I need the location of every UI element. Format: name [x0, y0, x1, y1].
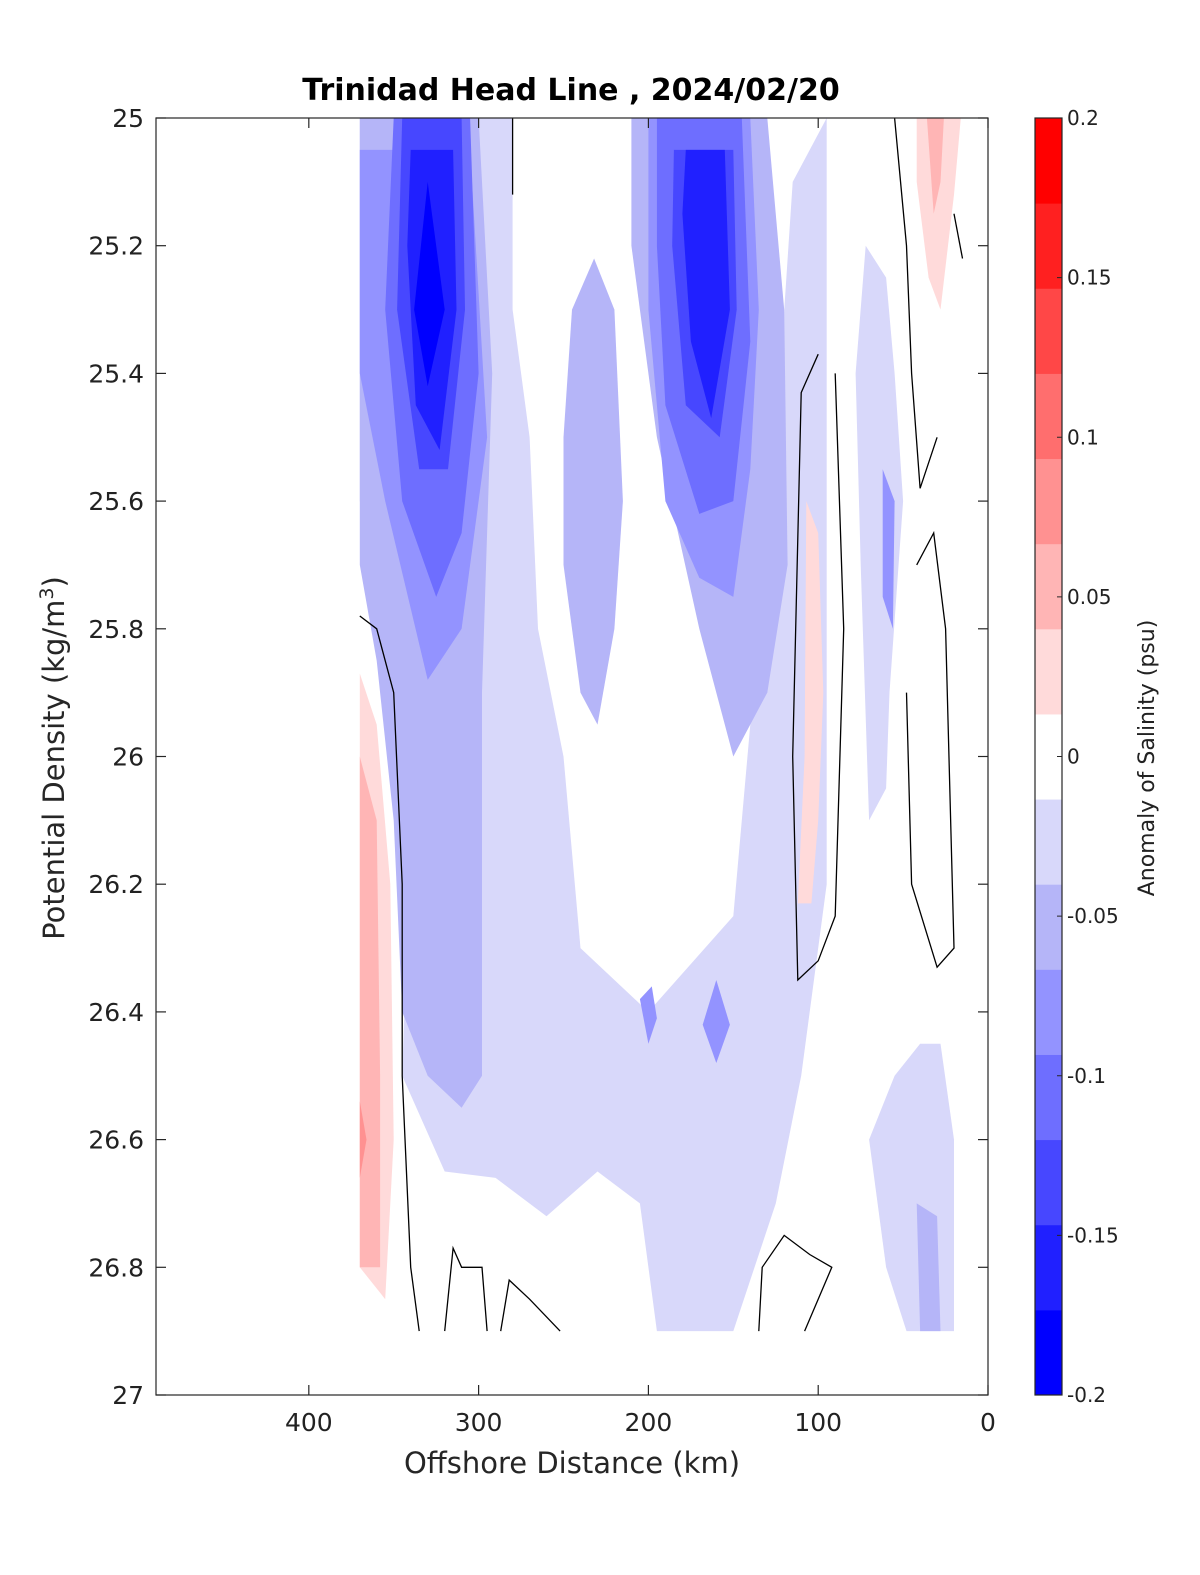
colorbar-level-9: [1035, 543, 1062, 630]
contour-fill-layer: [359, 118, 961, 1332]
y-tick-label: 25.4: [88, 359, 144, 388]
y-tick-label: 26.4: [88, 998, 144, 1027]
x-tick-label: 100: [794, 1408, 842, 1437]
contour-region-1: [855, 245, 904, 821]
contour-region-10: [702, 980, 730, 1063]
x-tick-label: 400: [285, 1408, 333, 1437]
contour-region-21: [916, 118, 961, 310]
x-tick-label: 200: [625, 1408, 673, 1437]
x-axis: 400 300 200 100 0: [285, 118, 996, 1437]
colorbar-level-4: [1035, 969, 1062, 1055]
plot-area: 400 300 200 100 0 25 25.2 25.4 25.6 25.8 26 26.2 26…: [88, 104, 996, 1437]
contour-region-18: [414, 181, 445, 387]
colorbar-level-10: [1035, 458, 1062, 545]
colorbar-label: Anomaly of Salinity (psu): [1135, 620, 1160, 897]
contour-region-11: [882, 469, 895, 629]
colorbar-level-1: [1035, 1224, 1062, 1311]
chart-title: Trinidad Head Line , 2024/02/20: [302, 73, 839, 108]
y-axis: 25 25.2 25.4 25.6 25.8 26 26.2 26.4 26.6 26.8 27: [88, 104, 988, 1410]
contour-region-23: [926, 118, 944, 214]
colorbar-level-12: [1035, 288, 1062, 374]
zero-contour-line-0: [359, 615, 420, 1332]
colorbar-level-0: [1035, 1309, 1062, 1396]
contour-line-layer: [359, 118, 964, 1332]
zero-contour-line-6: [893, 118, 938, 489]
zero-contour-line-4: [792, 353, 845, 982]
zero-contour-line-5: [758, 1234, 833, 1332]
zero-contour-line-8: [905, 530, 955, 969]
contour-region-6: [916, 1203, 941, 1332]
contour-region-9: [639, 986, 657, 1044]
y-tick-label: 25: [112, 104, 144, 133]
contour-region-17: [682, 149, 730, 419]
colorbar-tick-label: -0.05: [1067, 904, 1119, 928]
colorbar-level-14: [1035, 118, 1062, 204]
colorbar-tick-label: 0.1: [1067, 425, 1099, 449]
colorbar-tick-label: -0.2: [1067, 1383, 1106, 1407]
colorbar-tick-label: -0.1: [1067, 1064, 1106, 1088]
y-tick-label: 26.2: [88, 870, 144, 899]
colorbar-level-2: [1035, 1139, 1062, 1226]
colorbar-level-11: [1035, 373, 1062, 460]
colorbar-tick-label: -0.15: [1067, 1223, 1119, 1247]
y-tick-label: 25.2: [88, 232, 144, 261]
contour-region-20: [797, 501, 824, 904]
colorbar-ticks: -0.2 -0.15 -0.1 -0.05 0 0.05 0.1 0.15 0.2: [1057, 106, 1119, 1407]
colorbar-level-6: [1035, 799, 1062, 885]
colorbar-tick-label: 0.15: [1067, 266, 1112, 290]
y-tick-label: 27: [112, 1381, 144, 1410]
colorbar-level-13: [1035, 203, 1062, 289]
contour-region-24: [359, 1101, 367, 1178]
colorbar-level-3: [1035, 1054, 1062, 1141]
colorbar: -0.2 -0.15 -0.1 -0.05 0 0.05 0.1 0.15 0.2 Anomal…: [1034, 106, 1160, 1407]
colorbar-level-5: [1035, 884, 1062, 970]
x-tick-label: 0: [980, 1408, 996, 1437]
zero-contour-line-2: [444, 1245, 488, 1332]
zero-contour-line-7: [953, 213, 964, 259]
colorbar-tick-label: 0.2: [1067, 106, 1099, 130]
colorbar-tick-label: 0: [1067, 745, 1080, 769]
y-axis-label: Potential Density (kg/m3): [36, 576, 71, 940]
y-tick-label: 25.6: [88, 487, 144, 516]
colorbar-levels: [1035, 118, 1062, 1396]
contour-region-5: [563, 258, 623, 725]
x-axis-label: Offshore Distance (km): [404, 1446, 740, 1480]
y-tick-label: 26.8: [88, 1253, 144, 1282]
colorbar-tick-label: 0.05: [1067, 585, 1112, 609]
colorbar-level-8: [1035, 628, 1062, 715]
x-tick-label: 300: [455, 1408, 503, 1437]
y-tick-label: 25.8: [88, 615, 144, 644]
y-tick-label: 26.6: [88, 1126, 144, 1155]
zero-contour-line-3: [500, 1278, 561, 1332]
y-tick-label: 26: [112, 743, 144, 772]
